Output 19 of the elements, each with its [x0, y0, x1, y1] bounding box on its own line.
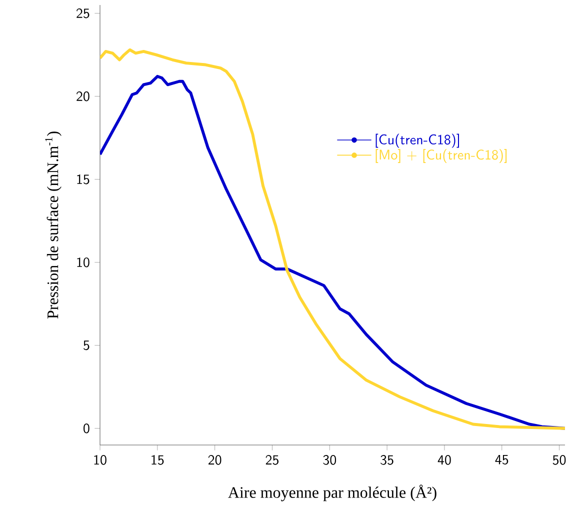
y-tick-label: 25	[76, 8, 90, 18]
x-tick-label: 25	[266, 455, 278, 465]
x-tick-label: 45	[495, 455, 508, 465]
x-tick-label: 35	[380, 455, 394, 465]
y-tick-label: 0	[84, 423, 90, 434]
x-tick-label: 15	[152, 455, 164, 465]
y-tick-label: 5	[84, 340, 90, 350]
y-tick-label: 20	[76, 91, 90, 102]
y-tick-label: 10	[77, 257, 90, 268]
x-tick-label: 20	[208, 455, 222, 465]
x-tick-label: 10	[94, 455, 106, 465]
x-tick-label: 30	[323, 455, 336, 465]
x-tick-label: 40	[438, 455, 451, 465]
y-tick-label: 15	[77, 174, 90, 184]
legend-label: [Mo] + [Cu(tren-C18)]	[376, 148, 507, 163]
y-axis-title: Pression de surface (mN.m$^{-1}$)	[45, 132, 62, 319]
legend-label: [Cu(tren-C18)]	[376, 134, 459, 148]
x-tick-label: 50	[552, 455, 566, 465]
x-axis-title: Aire moyenne par molécule (Å²)	[228, 484, 436, 502]
